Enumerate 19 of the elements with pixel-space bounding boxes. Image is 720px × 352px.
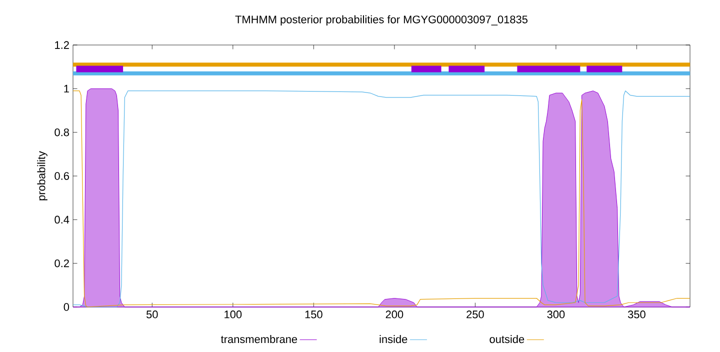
y-tick-label: 0.2	[54, 259, 69, 268]
x-tick-label: 350	[628, 310, 646, 318]
x-tick-label: 150	[305, 310, 322, 318]
y-axis-title: probability	[37, 151, 48, 200]
legend-label: outside	[490, 335, 524, 344]
x-tick-label: 300	[547, 310, 565, 318]
chart-title: TMHMM posterior probabilities for MGYG000003097_01835	[235, 15, 528, 26]
legend-label: transmembrane	[220, 335, 298, 344]
y-tick-label: 0	[64, 303, 70, 311]
y-tick-label: 0.4	[54, 216, 70, 224]
x-tick-label: 100	[224, 310, 242, 318]
y-tick-label: 0.8	[54, 128, 69, 136]
x-tick-label: 200	[386, 310, 404, 318]
y-tick-label: 0.6	[54, 172, 69, 180]
x-tick-label: 50	[146, 310, 158, 318]
y-tick-label: 1.2	[55, 41, 69, 49]
legend-label: inside	[380, 335, 408, 344]
x-tick-label: 250	[466, 310, 484, 318]
y-tick-label: 1	[64, 84, 69, 92]
